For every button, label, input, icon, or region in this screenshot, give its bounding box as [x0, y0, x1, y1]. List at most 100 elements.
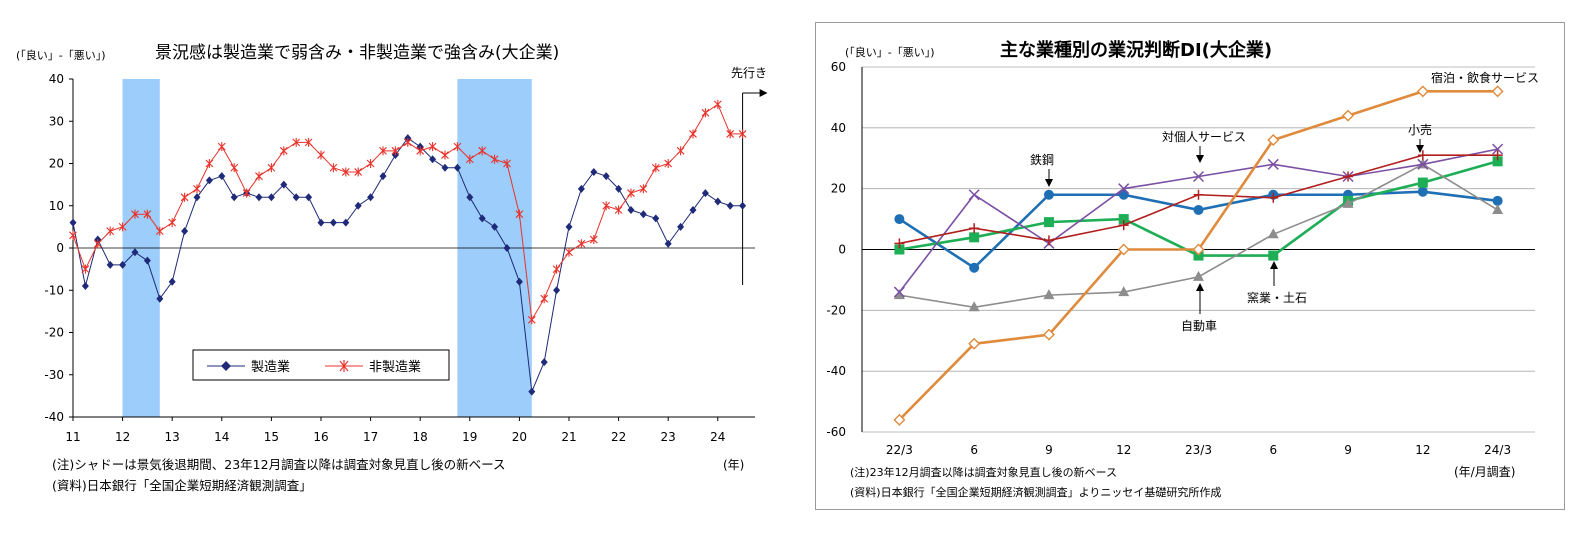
- right-point-4-5: [1268, 192, 1279, 203]
- point-nonmanufacturing-51: [701, 108, 710, 118]
- right-point-5-0: [893, 413, 906, 426]
- left-chart-title: 景況感は製造業で弱含み・非製造業で強含み(大企業): [155, 43, 559, 63]
- point-manufacturing-1: [81, 282, 89, 291]
- right-point-5-5: [1267, 134, 1280, 146]
- point-manufacturing-13: [230, 193, 238, 202]
- point-manufacturing-32: [466, 193, 474, 202]
- point-nonmanufacturing-3: [106, 226, 115, 236]
- point-manufacturing-42: [590, 167, 598, 176]
- right-point-1-5: [1268, 250, 1279, 261]
- left-legend: 製造業 非製造業: [192, 349, 450, 381]
- point-nonmanufacturing-15: [255, 171, 263, 181]
- left-x-tick-label: 19: [462, 430, 477, 444]
- annotation-automobiles: 自動車: [1181, 319, 1217, 333]
- right-axes: -60 -40 -20 0 20 40 60 22/3 6 9 12 23/3 6 9 12 24/3: [826, 60, 1535, 457]
- point-manufacturing-16: [267, 193, 275, 202]
- right-y-tick-label: 0: [838, 243, 846, 257]
- legend-marker-nonmanufacturing: [339, 360, 349, 372]
- point-nonmanufacturing-34: [490, 154, 499, 164]
- left-y-tick-label: -20: [44, 326, 64, 340]
- point-manufacturing-5: [131, 248, 139, 257]
- left-chart: -40 -30 -20 -10 0 10 20 30 40 11 12 13 14 15 16 17 18 19 2…: [16, 43, 768, 493]
- right-y-unit-label: (「良い」-「悪い」): [845, 45, 935, 59]
- left-y-unit-label: (「良い」-「悪い」): [16, 48, 106, 62]
- point-manufacturing-41: [577, 184, 585, 193]
- left-y-tick-label: 30: [49, 114, 64, 128]
- right-point-4-8: [1492, 150, 1503, 161]
- left-y-tick-label: 20: [49, 157, 64, 171]
- left-x-tick-label: 11: [65, 430, 80, 444]
- right-point-2-2: [1043, 289, 1055, 300]
- point-manufacturing-43: [602, 172, 610, 181]
- point-manufacturing-8: [168, 277, 176, 286]
- right-point-5-6: [1342, 109, 1355, 122]
- point-nonmanufacturing-2: [93, 239, 102, 249]
- right-x-unit: (年/月調査): [1454, 465, 1515, 479]
- point-manufacturing-4: [119, 260, 127, 269]
- point-nonmanufacturing-6: [143, 209, 152, 219]
- point-manufacturing-0: [69, 218, 77, 227]
- right-x-tick-label: 9: [1045, 443, 1053, 457]
- right-chart: -60 -40 -20 0 20 40 60 22/3 6 9 12 23/3 6 9 12 24/3 主な業…: [826, 39, 1539, 499]
- point-nonmanufacturing-28: [416, 146, 425, 156]
- left-x-tick-label: 23: [661, 430, 676, 444]
- point-nonmanufacturing-29: [428, 142, 437, 152]
- left-y-tick-label: 10: [49, 199, 64, 213]
- right-y-tick-label: 40: [831, 121, 846, 135]
- right-point-4-3: [1118, 220, 1129, 231]
- right-point-3-5: [1267, 158, 1279, 170]
- left-y-tick-label: 0: [56, 241, 64, 255]
- point-nonmanufacturing-42: [589, 235, 598, 245]
- left-y-tick-label: -40: [44, 410, 64, 424]
- right-source: (資料)日本銀行「全国企業短期経済観測調査」よりニッセイ基礎研究所作成: [850, 485, 1221, 499]
- right-point-4-1: [969, 223, 980, 234]
- point-manufacturing-17: [280, 180, 288, 189]
- right-point-4-6: [1343, 171, 1354, 182]
- point-nonmanufacturing-45: [627, 188, 635, 198]
- point-manufacturing-31: [453, 163, 461, 172]
- point-nonmanufacturing-7: [155, 226, 164, 236]
- point-nonmanufacturing-13: [230, 163, 239, 173]
- right-point-5-1: [968, 337, 981, 350]
- point-manufacturing-37: [528, 387, 536, 396]
- point-manufacturing-54: [739, 201, 747, 210]
- right-note: (注)23年12月調査以降は調査対象見直し後の新ベース: [850, 465, 1117, 479]
- right-x-tick-label: 6: [1269, 443, 1277, 457]
- right-point-2-6: [1342, 197, 1354, 208]
- right-point-1-0: [894, 244, 905, 255]
- point-nonmanufacturing-22: [341, 167, 350, 177]
- right-point-0-4: [1193, 204, 1204, 215]
- right-point-5-3: [1117, 243, 1130, 256]
- point-manufacturing-46: [639, 210, 647, 219]
- right-point-1-4: [1193, 250, 1204, 261]
- point-nonmanufacturing-39: [552, 264, 561, 274]
- left-x-tick-label: 12: [115, 430, 130, 444]
- point-nonmanufacturing-23: [354, 167, 363, 177]
- right-point-1-2: [1043, 217, 1054, 228]
- point-nonmanufacturing-44: [614, 205, 623, 215]
- point-nonmanufacturing-12: [217, 142, 226, 152]
- right-point-2-5: [1267, 228, 1279, 239]
- left-x-tick-label: 13: [165, 430, 180, 444]
- point-nonmanufacturing-49: [676, 146, 685, 156]
- point-nonmanufacturing-19: [304, 137, 313, 147]
- point-nonmanufacturing-0: [69, 230, 77, 240]
- legend-marker-manufacturing: [221, 361, 231, 371]
- right-point-3-3: [1118, 183, 1130, 195]
- point-manufacturing-47: [652, 214, 660, 223]
- point-manufacturing-10: [193, 193, 201, 202]
- left-y-tick-label: -30: [44, 368, 64, 382]
- left-axes: -40 -30 -20 -10 0 10 20 30 40 11 12 13 14 15 16 17 18 19 2…: [44, 72, 768, 444]
- right-point-4-4: [1193, 189, 1204, 200]
- right-point-0-0: [894, 214, 905, 225]
- left-x-tick-label: 18: [413, 430, 428, 444]
- right-y-tick-label: -60: [826, 425, 846, 439]
- annotation-retail: 小売: [1408, 122, 1432, 137]
- point-manufacturing-38: [540, 358, 548, 367]
- point-nonmanufacturing-47: [651, 163, 660, 173]
- point-manufacturing-50: [689, 205, 697, 214]
- point-manufacturing-9: [181, 227, 189, 236]
- right-point-3-0: [893, 286, 905, 298]
- point-manufacturing-44: [615, 184, 623, 193]
